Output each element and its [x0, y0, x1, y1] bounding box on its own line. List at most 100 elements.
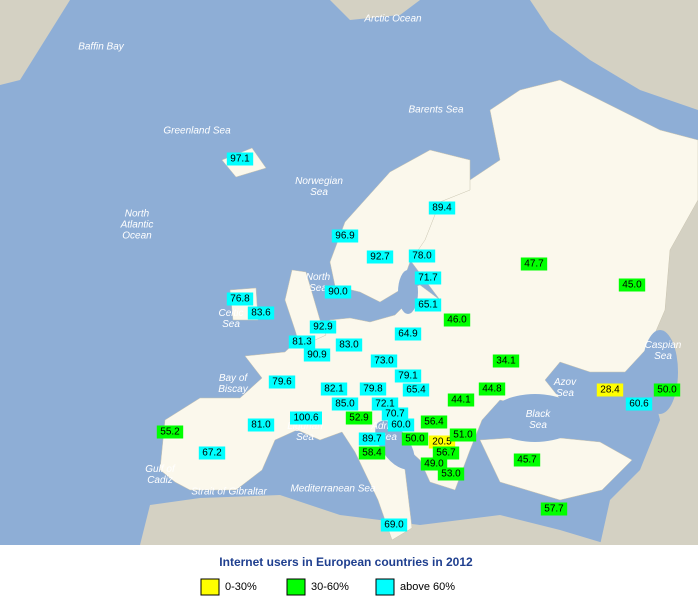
sea-label: Sea — [529, 420, 547, 431]
value-box — [540, 502, 568, 516]
value-box — [408, 249, 436, 263]
value-label: 92.9 — [313, 322, 333, 333]
map — [0, 0, 698, 545]
value-label: 90.9 — [307, 350, 327, 361]
value-label: 67.2 — [202, 448, 222, 459]
value-label: 55.2 — [160, 427, 180, 438]
sea-label: Adriatic — [370, 421, 404, 432]
value-box — [596, 383, 624, 397]
sea-label: Greenland Sea — [163, 126, 231, 137]
value-label: 57.7 — [544, 504, 564, 515]
value-label: 60.6 — [629, 399, 649, 410]
black-sea — [489, 394, 581, 442]
value-label: 72.1 — [375, 399, 395, 410]
sea-label: Sea — [379, 432, 397, 443]
value-label: 83.6 — [251, 308, 271, 319]
value-label: 79.6 — [272, 377, 292, 388]
value-label: 96.9 — [335, 231, 355, 242]
value-box — [414, 271, 442, 285]
value-label: 50.0 — [405, 434, 425, 445]
land-other — [530, 0, 698, 110]
value-box — [290, 411, 322, 425]
sea-label: Ligurian — [287, 421, 323, 432]
sea-label: Baffin Bay — [78, 42, 125, 53]
value-box — [359, 382, 387, 396]
value-box — [247, 418, 275, 432]
value-label: 89.7 — [362, 434, 382, 445]
value-label: 45.0 — [622, 280, 642, 291]
sea-label: Caspian — [645, 340, 682, 351]
sea-label: Strait of Gibraltar — [191, 487, 267, 498]
value-label: 79.8 — [363, 384, 383, 395]
value-box — [366, 250, 394, 264]
value-box — [443, 313, 471, 327]
sea-label: Azov — [553, 377, 577, 388]
value-box — [428, 435, 456, 449]
value-label: 51.0 — [453, 430, 473, 441]
sea-label: Arctic Ocean — [363, 14, 422, 25]
value-label: 65.4 — [406, 385, 426, 396]
sea-label: Sea — [296, 432, 314, 443]
value-label: 64.9 — [398, 329, 418, 340]
land-other — [140, 495, 610, 545]
sea-label: Ocean — [122, 231, 152, 242]
value-label: 60.0 — [391, 420, 411, 431]
value-label: 65.1 — [418, 300, 438, 311]
sea-label: Sea — [556, 388, 574, 399]
value-box — [394, 369, 422, 383]
value-box — [432, 446, 460, 460]
value-label: 49.0 — [424, 459, 444, 470]
value-box — [492, 354, 520, 368]
value-box — [303, 348, 331, 362]
value-label: 34.1 — [496, 356, 516, 367]
value-box — [387, 418, 415, 432]
value-labels: 97.1 89.4 96.9 92.7 78.0 47.7 71.7 90.0 45.0 76.8… — [156, 152, 681, 532]
value-box — [331, 229, 359, 243]
value-label: 44.1 — [451, 395, 471, 406]
sea-label: Cadiz — [147, 475, 173, 486]
land-other — [0, 0, 70, 85]
sea-label: Sea — [222, 319, 240, 330]
baltic-sea — [398, 270, 418, 314]
value-box — [653, 383, 681, 397]
land-scandinavia — [329, 149, 471, 303]
value-box — [447, 393, 475, 407]
value-box — [478, 382, 506, 396]
value-box — [414, 298, 442, 312]
value-box — [226, 152, 254, 166]
value-label: 71.7 — [418, 273, 438, 284]
value-box — [449, 428, 477, 442]
value-label: 79.1 — [398, 371, 418, 382]
value-box — [381, 407, 409, 421]
sea-label: Barents Sea — [408, 105, 463, 116]
value-box — [198, 446, 226, 460]
value-label: 53.0 — [441, 469, 461, 480]
legend-swatch — [375, 578, 395, 596]
sea-label: Bay of — [219, 373, 249, 384]
value-label: 70.7 — [385, 409, 405, 420]
legend-label: 30-60% — [311, 581, 349, 593]
value-box — [268, 375, 296, 389]
value-box — [156, 425, 184, 439]
value-label: 69.0 — [384, 520, 404, 531]
value-box — [358, 446, 386, 460]
value-box — [309, 320, 337, 334]
sea-label: Black — [526, 409, 551, 420]
value-box — [380, 518, 408, 532]
value-label: 45.7 — [517, 455, 537, 466]
sea-label: Sea — [310, 187, 328, 198]
map-title: Internet users in European countries in … — [219, 555, 473, 569]
legend-label: above 60% — [400, 581, 455, 593]
sea-label: Celtic — [218, 308, 243, 319]
value-box — [226, 292, 254, 306]
sea-label: North — [306, 272, 331, 283]
sea-label: Gulf of — [145, 464, 176, 475]
value-box — [371, 397, 399, 411]
value-label: 78.0 — [412, 251, 432, 262]
value-box — [324, 285, 352, 299]
value-box — [513, 453, 541, 467]
value-label: 46.0 — [447, 315, 467, 326]
value-label: 90.0 — [328, 287, 348, 298]
value-label: 50.0 — [657, 385, 677, 396]
